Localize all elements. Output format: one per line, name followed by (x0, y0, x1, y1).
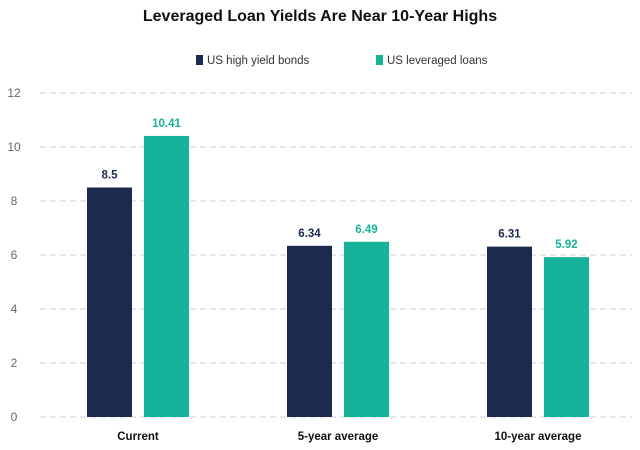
bar (487, 246, 532, 417)
legend-swatch (196, 55, 203, 65)
data-label: 10.41 (152, 118, 181, 130)
legend-label: US high yield bonds (207, 55, 310, 67)
legend-label: US leveraged loans (387, 55, 488, 67)
data-label: 8.5 (102, 170, 119, 182)
bar (144, 135, 189, 417)
bar (287, 245, 332, 417)
x-category-label: 5-year average (298, 431, 379, 443)
y-tick-label: 12 (7, 86, 21, 100)
chart-title: Leveraged Loan Yields Are Near 10-Year H… (142, 8, 498, 25)
data-label: 6.49 (355, 224, 377, 236)
y-tick-label: 6 (11, 248, 18, 262)
legend-swatch (376, 55, 383, 65)
y-tick-label: 2 (11, 356, 18, 370)
x-category-label: 10-year average (495, 431, 582, 443)
y-tick-label: 8 (11, 194, 18, 208)
data-label: 6.34 (298, 228, 321, 240)
x-category-label: Current (117, 431, 159, 443)
bar (87, 187, 132, 417)
y-tick-label: 10 (7, 140, 21, 154)
bar (344, 241, 389, 417)
bar (544, 257, 589, 417)
y-tick-label: 4 (11, 302, 18, 316)
y-tick-label: 0 (11, 410, 18, 424)
data-label: 5.92 (555, 239, 577, 251)
data-label: 6.31 (498, 229, 521, 241)
